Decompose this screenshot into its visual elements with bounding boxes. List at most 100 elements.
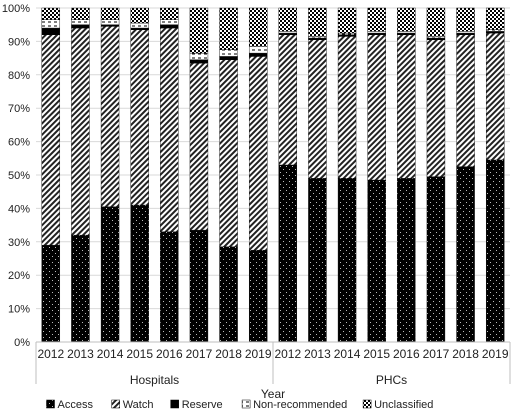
bar-segment-access <box>41 244 61 343</box>
bar-segment-access <box>71 234 90 343</box>
bar-segment-access <box>485 159 505 343</box>
y-tick-label: 80% <box>8 70 30 82</box>
bar-segment-non-recommended <box>456 31 475 34</box>
bar-segment-access <box>130 204 149 343</box>
bar-segment-non-recommended <box>397 31 416 34</box>
legend-label: Unclassified <box>374 399 433 411</box>
bar-segment-access <box>397 178 416 343</box>
bar-segment-reserve <box>456 32 475 35</box>
bar-segment-watch <box>71 27 90 236</box>
bar-segment-reserve <box>189 59 209 64</box>
legend-swatch <box>362 399 372 409</box>
bar-segment-watch <box>485 32 505 161</box>
bar-segment-access <box>367 179 386 343</box>
bar-segment-unclassified <box>397 7 416 32</box>
bar-segment-non-recommended <box>426 36 446 39</box>
bar-segment-watch <box>100 26 120 207</box>
bar-segment-unclassified <box>100 7 120 20</box>
bar-segment-reserve <box>397 32 416 35</box>
y-tick-label: 60% <box>8 137 30 149</box>
x-tick-label: 2016 <box>156 347 183 361</box>
bar-segment-watch <box>219 59 238 248</box>
y-tick-label: 90% <box>8 36 30 48</box>
bar-segment-watch <box>397 34 416 179</box>
bar-segment-reserve <box>130 27 149 30</box>
x-axis-title: Year <box>261 387 285 401</box>
bar-segment-non-recommended <box>367 31 386 34</box>
bar-segment-reserve <box>219 56 238 60</box>
legend-swatch <box>241 399 251 409</box>
y-tick-label: 10% <box>8 304 30 316</box>
bar-segment-unclassified <box>308 7 327 37</box>
bar-segment-unclassified <box>219 7 238 50</box>
y-tick-label: 30% <box>8 237 30 249</box>
x-tick-label: 2014 <box>97 347 124 361</box>
group-label: PHCs <box>376 373 407 387</box>
bar-segment-reserve <box>367 32 386 35</box>
legend-swatch <box>170 399 179 409</box>
bar-segment-access <box>308 178 327 343</box>
bar-segment-reserve <box>100 24 120 27</box>
group-label: Hospitals <box>130 373 179 387</box>
x-tick-label: 2013 <box>304 347 331 361</box>
legend-swatch <box>46 399 55 409</box>
bar-segment-non-recommended <box>100 19 120 25</box>
bar-segment-non-recommended <box>130 22 149 29</box>
bars <box>41 7 505 343</box>
x-tick-label: 2015 <box>126 347 153 361</box>
legend-label: Watch <box>123 399 154 411</box>
bar-segment-access <box>160 231 179 343</box>
bar-segment-non-recommended <box>337 32 357 35</box>
bar-segment-reserve <box>337 34 357 37</box>
bar-segment-unclassified <box>367 7 386 32</box>
legend-label: Access <box>58 399 94 411</box>
bar-segment-reserve <box>248 52 268 57</box>
x-tick-label: 2016 <box>393 347 420 361</box>
x-tick-label: 2019 <box>482 347 509 361</box>
legend-label: Non-recommended <box>253 399 347 411</box>
bar-segment-reserve <box>485 31 505 34</box>
x-tick-label: 2017 <box>186 347 213 361</box>
bar-segment-reserve <box>71 24 90 29</box>
bar-segment-reserve <box>41 27 61 35</box>
bar-segment-reserve <box>278 32 298 35</box>
bar-segment-unclassified <box>71 7 90 20</box>
bar-segment-non-recommended <box>71 19 90 25</box>
bar-segment-unclassified <box>337 7 357 34</box>
bar-segment-watch <box>367 34 386 181</box>
bar-segment-access <box>219 246 238 343</box>
bar-segment-non-recommended <box>219 49 238 57</box>
bar-segment-unclassified <box>189 7 209 54</box>
bar-segment-watch <box>308 39 327 179</box>
x-tick-label: 2015 <box>363 347 390 361</box>
bar-segment-watch <box>248 56 268 251</box>
bar-segment-reserve <box>426 37 446 40</box>
x-tick-label: 2017 <box>423 347 450 361</box>
bar-segment-unclassified <box>160 7 179 20</box>
bar-segment-watch <box>160 27 179 232</box>
bar-segment-non-recommended <box>160 19 179 25</box>
bar-segment-watch <box>189 62 209 231</box>
bar-segment-unclassified <box>426 7 446 37</box>
bar-segment-access <box>248 249 268 343</box>
y-tick-label: 20% <box>8 270 30 282</box>
legend: Access Watch Reserve Non-recommended Unclass… <box>46 399 433 411</box>
bar-segment-access <box>189 229 209 343</box>
x-tick-label: 2014 <box>334 347 361 361</box>
bar-segment-watch <box>426 39 446 177</box>
y-tick-label: 0% <box>14 337 30 349</box>
x-tick-label: 2018 <box>215 347 242 361</box>
legend-label: Reserve <box>182 399 223 411</box>
y-tick-label: 40% <box>8 203 30 215</box>
bar-segment-access <box>337 178 357 343</box>
bar-segment-watch <box>278 34 298 166</box>
bar-segment-unclassified <box>278 7 298 32</box>
axes: 0%10%20%30%40%50%60%70%80%90%100%2012 201… <box>2 3 511 401</box>
bar-segment-unclassified <box>41 7 61 20</box>
bar-segment-reserve <box>308 37 327 40</box>
bar-segment-unclassified <box>456 7 475 32</box>
y-tick-label: 50% <box>8 170 30 182</box>
x-tick-label: 2013 <box>67 347 94 361</box>
x-tick-label: 2012 <box>37 347 64 361</box>
